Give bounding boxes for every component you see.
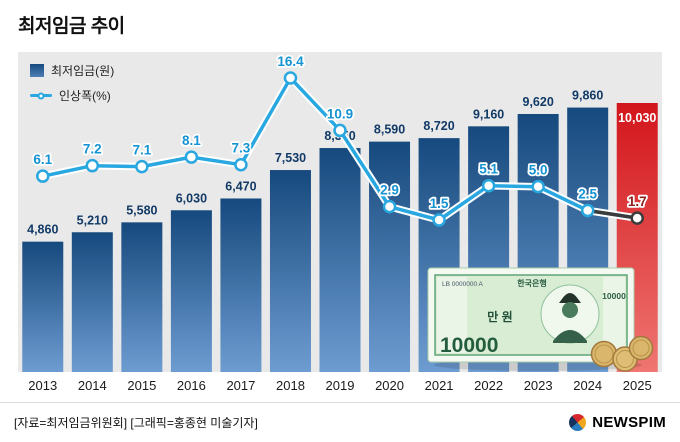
wage-bar [220, 198, 262, 372]
rate-marker [135, 159, 149, 174]
bar-value-label: 7,530 [275, 151, 306, 165]
banknote-value-side: 10000 [602, 291, 626, 301]
year-label: 2024 [573, 378, 602, 393]
legend-item-wage: 최저임금(원) [30, 62, 114, 79]
legend: 최저임금(원) 인상폭(%) [30, 62, 114, 104]
rate-marker [580, 203, 595, 218]
rate-marker [481, 178, 496, 193]
year-label: 2019 [326, 378, 355, 393]
bar-value-label: 8,590 [374, 123, 405, 137]
year-label: 2021 [425, 378, 454, 393]
legend-wage-label: 최저임금(원) [51, 64, 115, 78]
wage-bar [71, 232, 113, 372]
year-label: 2023 [524, 378, 553, 393]
rate-marker [382, 199, 397, 214]
rate-marker [85, 158, 100, 173]
year-label: 2018 [276, 378, 305, 393]
newspim-logo-icon [569, 414, 587, 431]
rate-marker [630, 211, 644, 225]
bar-value-label: 5,210 [77, 213, 108, 227]
year-label: 2016 [177, 378, 206, 393]
footer: [자료=최저임금위원회] [그래픽=홍종현 미술기자] NEWSPIM [0, 402, 680, 442]
newspim-logo: NEWSPIM [569, 414, 666, 431]
coin-inner-icon [616, 350, 634, 368]
rate-value-label: 16.4 [277, 54, 304, 69]
legend-rate-label: 인상폭(%) [59, 89, 111, 103]
rate-value-label: 10.9 [327, 106, 353, 121]
rate-marker [531, 179, 545, 194]
portrait-body-icon [553, 330, 587, 343]
wage-bar [269, 170, 311, 372]
line-swatch-icon [30, 92, 52, 99]
rate-value-label: 2.9 [380, 183, 399, 198]
banknote-left-band [437, 277, 467, 353]
year-label: 2020 [375, 378, 404, 393]
wage-bar [319, 148, 361, 372]
wage-bar [369, 141, 411, 372]
coins [590, 335, 654, 372]
rate-value-label: 2.5 [578, 186, 597, 201]
rate-value-label: 6.1 [33, 152, 52, 167]
page-title: 최저임금 추이 [18, 16, 125, 37]
bar-value-label: 8,720 [423, 119, 454, 133]
year-label: 2017 [226, 378, 255, 393]
rate-value-label: 7.1 [132, 143, 151, 158]
wage-bar [170, 210, 212, 372]
rate-marker [234, 157, 248, 172]
legend-item-rate: 인상폭(%) [30, 87, 114, 104]
rate-value-label: 5.1 [479, 162, 498, 177]
rate-value-label: 5.0 [529, 163, 548, 178]
year-label: 2014 [78, 378, 107, 393]
rate-marker [184, 150, 199, 164]
coin-inner-icon [632, 339, 650, 357]
rate-value-label: 1.7 [628, 194, 647, 209]
banknote-denomination: 만 원 [487, 309, 512, 324]
year-label: 2025 [623, 378, 652, 393]
rate-line-final-segment [587, 208, 638, 220]
year-label: 2022 [474, 378, 503, 393]
coin-inner-icon [594, 344, 614, 364]
banknote-value: 10000 [440, 334, 498, 357]
bar-value-label: 9,160 [473, 107, 504, 121]
year-label: 2015 [127, 378, 156, 393]
bar-swatch-icon [30, 64, 44, 77]
banknote-illustration: LB 0000000 A 한국은행 만 원 10000 10000 [427, 267, 654, 372]
line-marker-icon [37, 92, 45, 99]
banknote-right-band [603, 277, 625, 353]
banknote-bank-name: 한국은행 [517, 278, 546, 288]
bar-value-label: 6,470 [225, 179, 256, 193]
bar-value-label: 9,860 [572, 89, 603, 103]
credits: [자료=최저임금위원회] [그래픽=홍종현 미술기자] [14, 416, 258, 430]
rate-marker [432, 213, 446, 227]
newspim-logo-text: NEWSPIM [592, 414, 666, 431]
rate-value-label: 7.2 [83, 142, 102, 157]
bar-value-label: 4,860 [27, 223, 58, 237]
portrait-face-icon [562, 302, 578, 318]
rate-value-label: 7.3 [232, 141, 251, 156]
wage-bar [22, 241, 64, 372]
rate-marker [36, 169, 50, 183]
bar-value-label: 10,030 [618, 111, 656, 125]
bar-value-label: 9,620 [523, 95, 554, 109]
bar-value-label: 5,580 [126, 203, 157, 217]
year-label: 2013 [28, 378, 57, 393]
rate-marker [283, 71, 298, 85]
banknote-serial: LB 0000000 A [442, 281, 484, 288]
banknote: LB 0000000 A 한국은행 만 원 10000 10000 [427, 267, 635, 363]
rate-marker [333, 123, 347, 138]
wage-bar [121, 222, 163, 372]
rate-value-label: 1.5 [430, 196, 449, 211]
portrait-hat-icon [559, 293, 581, 303]
rate-value-label: 8.1 [182, 133, 201, 148]
bar-value-label: 6,030 [176, 191, 207, 205]
